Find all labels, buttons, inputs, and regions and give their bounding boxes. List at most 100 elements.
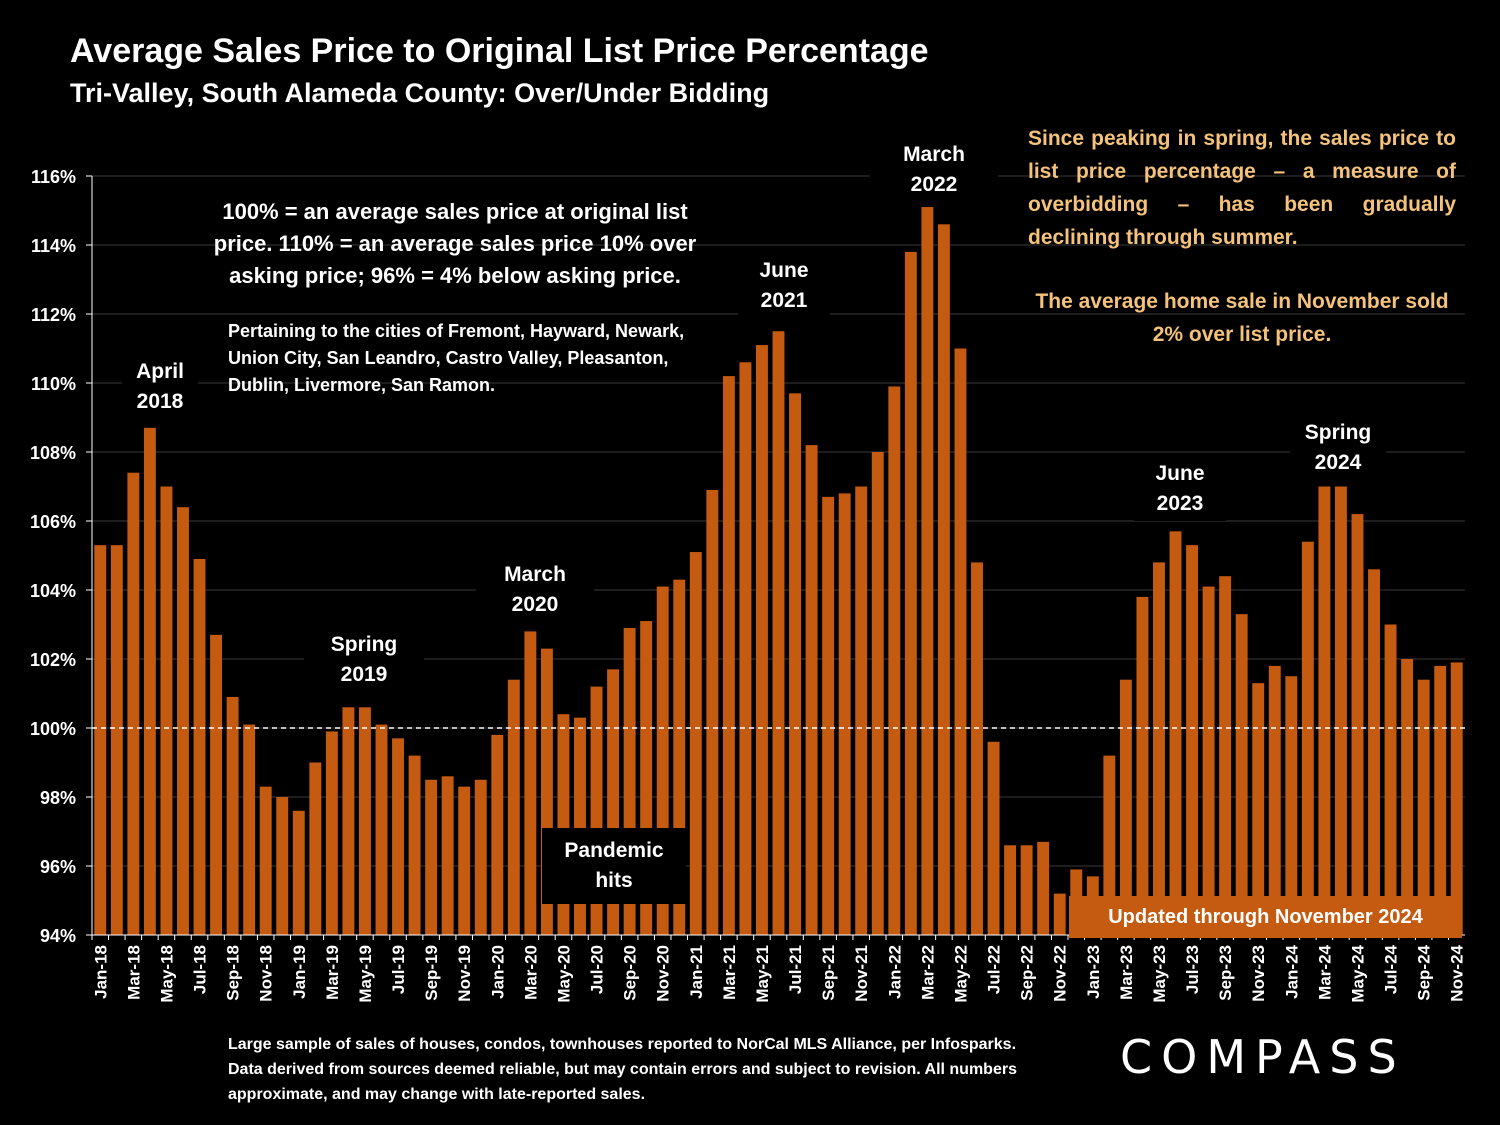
x-tick-label: Jul-22 [985,945,1004,994]
bar-Feb-18 [110,545,123,935]
source-footnote: Large sample of sales of houses, condos,… [228,1036,1017,1103]
x-tick-label: Jul-19 [389,945,408,994]
bar-Sep-21 [822,496,835,935]
y-tick-label: 102% [30,650,76,670]
bar-Apr-20 [540,648,553,935]
bar-Dec-18 [276,797,289,935]
bar-Sep-19 [425,779,438,935]
bar-Aug-22 [1004,845,1017,935]
bar-Aug-18 [210,634,223,935]
bar-Sep-23 [1219,576,1232,935]
x-tick-label: Jan-21 [687,945,706,999]
bar-Dec-23 [1268,665,1281,935]
bar-May-22 [954,348,967,935]
bar-Nov-21 [855,486,868,935]
x-tick-label: Nov-21 [852,945,871,1002]
bar-Sep-20 [623,627,636,935]
commentary-text: Since peaking in spring, the sales price… [1028,127,1456,249]
bar-May-24 [1351,514,1364,935]
bar-Apr-21 [739,362,752,935]
y-tick-label: 94% [40,926,76,946]
y-tick-label: 100% [30,719,76,739]
x-tick-label: Nov-19 [455,945,474,1002]
bar-Jan-22 [888,386,901,935]
y-tick-label: 106% [30,512,76,532]
x-tick-label: Sep-21 [819,945,838,1001]
x-tick-label: Mar-22 [918,945,937,1000]
bar-Mar-24 [1318,486,1331,935]
definition-note: 100% = an average sales price at origina… [213,199,697,288]
bar-Feb-23 [1103,755,1116,935]
bar-Mar-19 [325,731,338,935]
bar-Mar-20 [524,631,537,935]
bar-Nov-23 [1252,683,1265,935]
bar-Nov-20 [656,586,669,935]
updated-badge: Updated through November 2024 [1069,896,1462,938]
x-tick-label: Nov-18 [257,945,276,1002]
bar-Nov-19 [458,786,471,935]
bar-Aug-24 [1401,659,1414,935]
x-tick-label: May-21 [753,945,772,1003]
bar-Dec-20 [673,579,686,935]
bar-Jan-20 [491,734,504,935]
x-tick-label: Nov-23 [1249,945,1268,1002]
bar-Jan-21 [689,552,702,935]
bar-Sep-18 [226,696,239,935]
bar-Oct-19 [441,776,454,935]
bar-Mar-22 [921,207,934,936]
x-tick-label: Nov-22 [1051,945,1070,1002]
bar-Apr-22 [937,224,950,936]
annotation-spring-2019: Spring 2019 [304,628,424,692]
bar-Apr-19 [342,707,355,935]
bar-Oct-21 [838,493,851,935]
bar-Feb-20 [507,679,520,935]
bar-Mar-18 [127,472,140,935]
bar-May-18 [160,486,173,935]
x-tick-label: Jan-19 [290,945,309,999]
november-summary-text: The average home sale in November sold 2… [1035,290,1449,346]
bar-Aug-21 [805,445,818,935]
bar-Apr-24 [1334,486,1347,935]
bar-Mar-21 [722,376,735,936]
bar-Jun-21 [772,331,785,935]
x-tick-label: Jul-23 [1183,945,1202,994]
y-tick-label: 98% [40,788,76,808]
pandemic-label: Pandemic hits [542,828,686,904]
bar-Jul-20 [590,686,603,935]
bar-Aug-19 [408,755,421,935]
bar-Aug-20 [607,669,620,935]
bar-Jul-22 [987,741,1000,935]
x-tick-label: May-22 [951,945,970,1003]
x-tick-label: Sep-19 [422,945,441,1001]
bar-Feb-22 [904,251,917,935]
x-tick-label: Jan-24 [1282,944,1301,998]
bar-Jul-18 [193,558,206,935]
annotation-june-2023: June 2023 [1134,457,1226,521]
y-tick-label: 110% [31,374,76,394]
bar-Jun-18 [177,507,189,935]
bar-Apr-18 [143,427,156,935]
x-tick-label: Nov-24 [1448,944,1467,1001]
compass-logo: COMPASS [1120,1030,1406,1084]
bar-Jan-19 [292,810,305,935]
annotation-april-2018: April 2018 [122,355,198,419]
bar-Oct-23 [1235,614,1248,935]
annotation-march-2020: March 2020 [476,558,594,622]
bar-Dec-19 [474,779,487,935]
bar-Dec-21 [871,452,884,935]
bar-Jun-20 [574,717,586,935]
bar-Sep-22 [1020,845,1033,935]
x-tick-label: May-18 [157,945,176,1003]
bar-May-21 [756,345,768,935]
x-tick-label: Mar-19 [323,945,342,1000]
bar-Feb-24 [1301,541,1314,935]
bar-Oct-24 [1434,665,1447,935]
x-tick-label: Jan-22 [885,945,904,999]
x-tick-label: Mar-23 [1117,945,1136,1000]
x-tick-label: May-24 [1348,944,1367,1002]
x-tick-label: Sep-18 [224,945,243,1001]
y-tick-label: 96% [40,857,76,877]
x-tick-label: Jul-18 [191,945,210,994]
bar-Nov-18 [259,786,272,935]
